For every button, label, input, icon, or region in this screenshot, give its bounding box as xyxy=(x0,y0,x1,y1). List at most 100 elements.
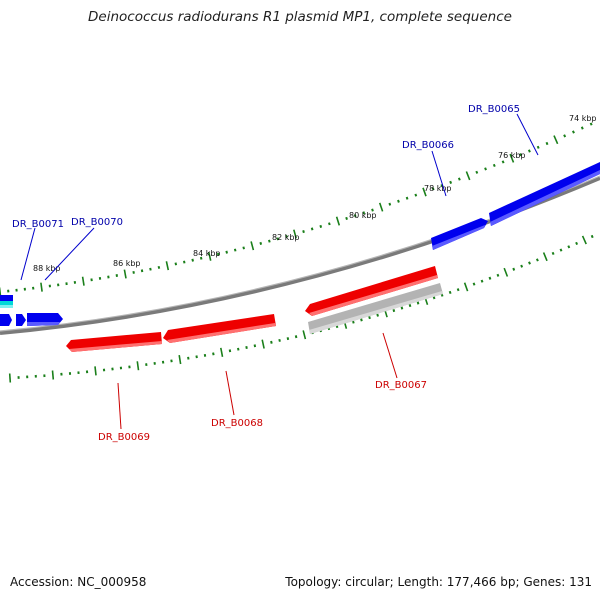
inner-major-tick xyxy=(94,366,97,376)
outer-major-tick xyxy=(553,135,559,145)
inner-minor-tick xyxy=(551,251,555,255)
outer-major-tick xyxy=(250,241,255,251)
inner-minor-tick xyxy=(228,349,232,353)
inner-minor-tick xyxy=(195,355,198,359)
outer-minor-tick xyxy=(371,208,374,212)
outer-minor-tick xyxy=(501,160,505,164)
scale-label-84: 84 kbp xyxy=(193,249,221,258)
leader-dr-b0066 xyxy=(431,150,447,197)
gene-other-gray-shade xyxy=(309,291,443,334)
inner-minor-tick xyxy=(456,288,460,292)
outer-minor-tick xyxy=(174,262,178,266)
backbone-arc xyxy=(0,176,600,335)
inner-minor-tick xyxy=(488,276,492,280)
gene-dr-b0067-shade xyxy=(309,275,438,316)
outer-major-tick xyxy=(81,276,85,286)
inner-minor-tick xyxy=(575,241,579,245)
scale-label-82: 82 kbp xyxy=(272,233,300,242)
gene-dr-b0069[interactable] xyxy=(66,332,162,352)
inner-major-tick xyxy=(302,330,307,340)
outer-minor-tick xyxy=(328,222,331,226)
outer-minor-tick xyxy=(285,234,288,238)
outer-major-tick xyxy=(165,261,170,271)
gene-dr-b0069-shade xyxy=(69,341,162,352)
inner-major-tick xyxy=(503,267,509,277)
gene-left-forward xyxy=(0,314,12,326)
inner-minor-tick xyxy=(294,335,298,339)
outer-minor-tick xyxy=(545,141,549,146)
leader-dr-b0067 xyxy=(382,332,398,379)
outer-minor-tick xyxy=(268,239,271,243)
outer-minor-tick xyxy=(362,211,366,215)
outer-major-tick xyxy=(335,216,341,226)
outer-minor-tick xyxy=(388,202,392,206)
inner-minor-tick xyxy=(528,261,531,265)
gene-dr-b0071[interactable] xyxy=(16,314,26,326)
inner-minor-tick xyxy=(352,320,355,324)
gene-dr-b0068[interactable] xyxy=(163,314,276,343)
inner-minor-tick xyxy=(245,346,248,349)
accession-text: Accession: NC_000958 xyxy=(10,575,147,589)
inner-minor-tick xyxy=(472,282,476,286)
outer-minor-tick xyxy=(414,193,418,197)
outer-major-tick xyxy=(40,282,43,292)
inner-minor-tick xyxy=(278,338,281,342)
label-dr-b0069: DR_B0069 xyxy=(98,432,150,443)
topology-text: Topology: circular; Length: 177,466 bp; … xyxy=(285,575,592,589)
leader-dr-b0070 xyxy=(44,227,95,281)
gene-left-top xyxy=(0,295,13,301)
outer-minor-tick xyxy=(492,163,496,167)
label-dr-b0071: DR_B0071 xyxy=(12,219,64,230)
reverse-gene-track xyxy=(66,266,443,352)
outer-minor-tick xyxy=(140,269,144,273)
scale-label-80: 80 kbp xyxy=(349,211,377,220)
outer-minor-tick xyxy=(276,237,280,241)
outer-minor-tick xyxy=(310,227,314,231)
forward-gene-track xyxy=(0,162,600,326)
inner-major-tick xyxy=(178,354,182,365)
inner-minor-tick xyxy=(416,301,420,305)
gene-dr-b0066-shade xyxy=(432,225,485,250)
inner-minor-tick xyxy=(270,340,273,344)
outer-major-tick xyxy=(293,229,297,239)
outer-major-tick xyxy=(378,202,384,212)
gene-dr-b0065-shade xyxy=(490,170,600,226)
label-leaders xyxy=(20,113,539,430)
leader-dr-b0069 xyxy=(117,382,122,430)
inner-minor-tick xyxy=(535,258,539,262)
inner-minor-tick xyxy=(590,234,594,239)
scale-label-78: 78 kbp xyxy=(424,184,452,193)
outer-minor-tick xyxy=(233,248,237,252)
outer-tick-ring xyxy=(0,122,593,297)
outer-minor-tick xyxy=(132,271,135,274)
outer-minor-tick xyxy=(475,170,479,174)
outer-minor-tick xyxy=(191,258,194,262)
outer-minor-tick xyxy=(225,250,228,254)
scale-label-74: 74 kbp xyxy=(569,114,597,123)
inner-minor-tick xyxy=(512,267,516,271)
outer-minor-tick xyxy=(345,216,348,221)
leader-dr-b0065 xyxy=(516,113,539,156)
inner-major-tick xyxy=(581,235,587,245)
inner-major-tick xyxy=(51,370,55,380)
inner-minor-tick xyxy=(408,303,412,308)
map-title: Deinococcus radiodurans R1 plasmid MP1, … xyxy=(88,9,512,25)
gene-dr-b0068-shade xyxy=(167,323,276,343)
inner-major-tick xyxy=(261,339,265,349)
outer-minor-tick xyxy=(536,145,540,149)
inner-minor-tick xyxy=(496,273,500,277)
inner-major-tick xyxy=(136,361,140,371)
outer-minor-tick xyxy=(405,196,409,200)
outer-major-tick xyxy=(207,251,212,261)
inner-minor-tick xyxy=(520,264,524,268)
inner-minor-tick xyxy=(286,337,290,341)
inner-minor-tick xyxy=(480,279,484,283)
inner-minor-tick xyxy=(368,316,371,320)
outer-minor-tick xyxy=(259,241,263,245)
outer-minor-tick xyxy=(571,130,575,134)
gene-dr-b0067[interactable] xyxy=(305,266,438,316)
leader-dr-b0071 xyxy=(20,227,36,281)
outer-major-tick xyxy=(465,171,471,181)
inner-minor-tick xyxy=(376,313,379,317)
